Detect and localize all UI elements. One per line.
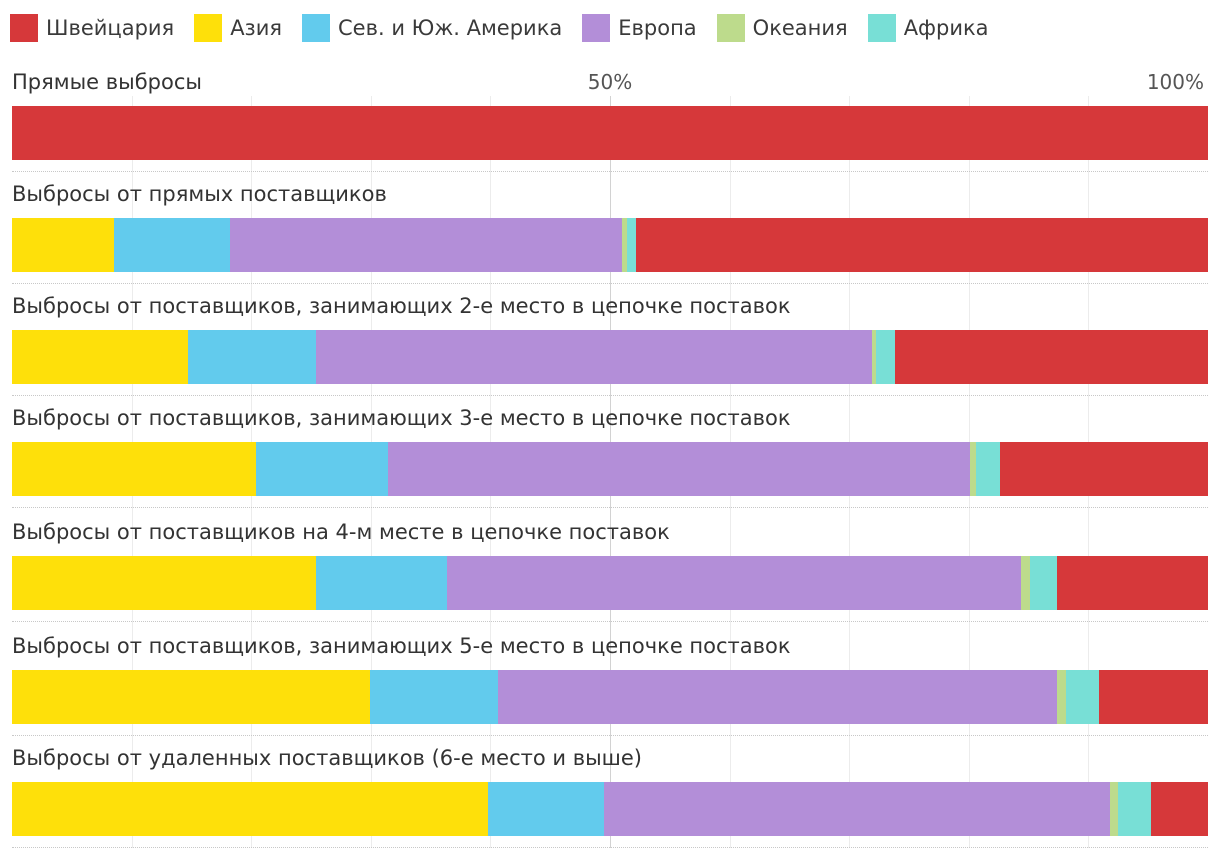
bar-segment-row-2-asia	[12, 218, 114, 272]
bar-segment-row-7-americas	[488, 782, 604, 836]
legend-item-asia: Азия	[194, 14, 282, 42]
bar-segment-row-5-europe	[447, 556, 1021, 610]
legend-label-switzerland: Швейцария	[46, 16, 175, 40]
legend-item-africa: Африка	[867, 14, 989, 42]
bar-segment-row-5-oceania	[1021, 556, 1030, 610]
legend-swatch-europe	[582, 14, 611, 42]
row-separator	[12, 395, 1208, 396]
bar-segment-row-5-switzerland	[1057, 556, 1208, 610]
bar-row-5	[12, 556, 1208, 610]
bar-segment-row-4-asia	[12, 442, 256, 496]
legend-item-oceania: Океания	[716, 14, 848, 42]
bar-segment-row-3-americas	[188, 330, 316, 384]
row-label-5: Выбросы от поставщиков на 4-м месте в це…	[12, 520, 670, 544]
tick-label-50: 50%	[587, 70, 633, 94]
bar-row-6	[12, 670, 1208, 724]
legend-swatch-switzerland	[10, 14, 38, 42]
bar-segment-row-4-switzerland	[1000, 442, 1208, 496]
bar-row-1	[12, 106, 1208, 160]
bar-segment-row-7-switzerland	[1151, 782, 1208, 836]
bar-segment-row-2-switzerland	[636, 218, 1208, 272]
bar-segment-row-6-asia	[12, 670, 370, 724]
legend-label-americas: Сев. и Юж. Америка	[338, 16, 563, 40]
bar-segment-row-7-asia	[12, 782, 488, 836]
bar-segment-row-6-europe	[498, 670, 1057, 724]
bar-segment-row-7-europe	[604, 782, 1110, 836]
legend-swatch-africa	[867, 14, 896, 42]
legend-label-oceania: Океания	[752, 16, 848, 40]
row-label-6: Выбросы от поставщиков, занимающих 5-е м…	[12, 634, 791, 658]
bar-segment-row-4-oceania	[970, 442, 976, 496]
bar-segment-row-3-europe	[316, 330, 872, 384]
bar-segment-row-6-switzerland	[1099, 670, 1208, 724]
bar-segment-row-6-americas	[370, 670, 498, 724]
legend-label-africa: Африка	[903, 16, 989, 40]
bar-segment-row-4-americas	[256, 442, 388, 496]
legend-item-europe: Европа	[582, 14, 697, 42]
bar-segment-row-2-americas	[114, 218, 230, 272]
bar-segment-row-3-asia	[12, 330, 188, 384]
bar-segment-row-5-asia	[12, 556, 316, 610]
bar-row-2	[12, 218, 1208, 272]
legend: Швейцария Азия Сев. и Юж. Америка Европа…	[10, 13, 1009, 43]
bar-segment-row-2-oceania	[622, 218, 627, 272]
bar-segment-row-7-africa	[1118, 782, 1151, 836]
legend-item-americas: Сев. и Юж. Америка	[302, 14, 562, 42]
bar-segment-row-3-switzerland	[895, 330, 1208, 384]
row-label-1: Прямые выбросы	[12, 70, 202, 94]
legend-swatch-oceania	[716, 14, 745, 42]
bar-row-4	[12, 442, 1208, 496]
row-label-4: Выбросы от поставщиков, занимающих 3-е м…	[12, 406, 791, 430]
bar-segment-row-3-oceania	[872, 330, 876, 384]
bar-segment-row-1-switzerland	[12, 106, 1208, 160]
row-separator	[12, 735, 1208, 736]
bar-row-7	[12, 782, 1208, 836]
bar-segment-row-3-africa	[876, 330, 895, 384]
bar-segment-row-5-africa	[1030, 556, 1057, 610]
bar-segment-row-2-europe	[230, 218, 622, 272]
row-label-2: Выбросы от прямых поставщиков	[12, 182, 387, 206]
row-separator	[12, 507, 1208, 508]
row-separator	[12, 283, 1208, 284]
legend-label-asia: Азия	[230, 16, 283, 40]
legend-swatch-americas	[302, 14, 331, 42]
row-label-3: Выбросы от поставщиков, занимающих 2-е м…	[12, 294, 791, 318]
legend-item-switzerland: Швейцария	[10, 14, 174, 42]
bar-segment-row-4-africa	[976, 442, 1000, 496]
tick-label-100: 100%	[1146, 70, 1204, 94]
row-label-7: Выбросы от удаленных поставщиков (6-е ме…	[12, 746, 642, 770]
bar-segment-row-4-europe	[388, 442, 970, 496]
row-separator	[12, 171, 1208, 172]
bar-row-3	[12, 330, 1208, 384]
bar-segment-row-6-oceania	[1057, 670, 1066, 724]
row-separator	[12, 621, 1208, 622]
bar-segment-row-7-oceania	[1110, 782, 1118, 836]
legend-swatch-asia	[194, 14, 223, 42]
bar-segment-row-6-africa	[1066, 670, 1099, 724]
legend-label-europe: Европа	[618, 16, 697, 40]
bar-segment-row-2-africa	[627, 218, 636, 272]
bar-segment-row-5-americas	[316, 556, 447, 610]
